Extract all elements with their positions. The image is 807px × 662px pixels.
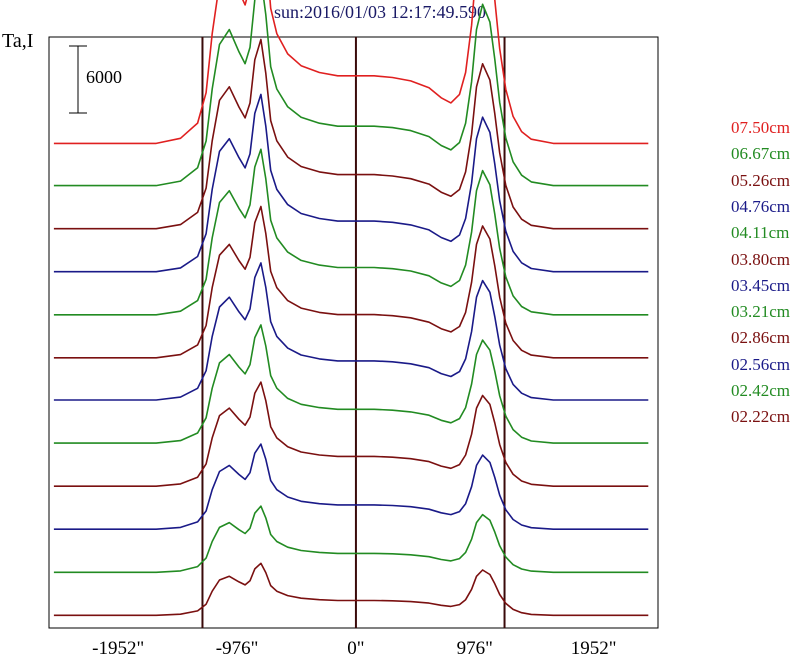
legend-item: 04.11cm — [731, 223, 790, 243]
legend-item: 03.80cm — [731, 249, 791, 269]
series-line-02.22cm — [53, 562, 649, 617]
y-axis-label: Ta,I — [2, 30, 34, 52]
legend-item: 06.67cm — [731, 144, 791, 164]
series-group — [53, 0, 649, 617]
x-tick-label: 976" — [456, 638, 493, 659]
legend-item: 04.76cm — [731, 196, 791, 216]
series-line-06.67cm — [53, 0, 649, 187]
series-line-02.56cm — [53, 443, 649, 531]
series-line-03.21cm — [53, 324, 649, 444]
legend-item: 02.22cm — [731, 407, 791, 427]
series-line-04.11cm — [53, 148, 649, 316]
x-tick-label: -1952" — [92, 638, 145, 659]
plot-frame — [48, 36, 659, 629]
legend-item: 03.45cm — [731, 275, 791, 295]
x-tick-label: 1952" — [570, 638, 617, 659]
series-line-03.45cm — [53, 262, 649, 401]
scale-bar — [69, 45, 87, 114]
legend-item: 03.21cm — [731, 302, 791, 322]
legend-item: 02.86cm — [731, 328, 791, 348]
series-line-04.76cm — [53, 93, 649, 273]
series-line-03.80cm — [53, 205, 649, 359]
legend-item: 02.56cm — [731, 354, 791, 374]
series-line-07.50cm — [53, 0, 649, 145]
x-tick-label: 0" — [347, 638, 365, 659]
legend-item: 05.26cm — [731, 170, 791, 190]
chart-title: sun:2016/01/03 12:17:49.590 — [273, 2, 486, 22]
scale-bar-label: 6000 — [86, 67, 122, 87]
series-line-05.26cm — [53, 38, 649, 230]
legend-item: 07.50cm — [731, 118, 791, 137]
series-line-02.86cm — [53, 381, 649, 488]
series-line-02.42cm — [53, 505, 649, 574]
x-tick-label: -976" — [215, 638, 259, 659]
legend-item: 02.42cm — [731, 381, 791, 400]
